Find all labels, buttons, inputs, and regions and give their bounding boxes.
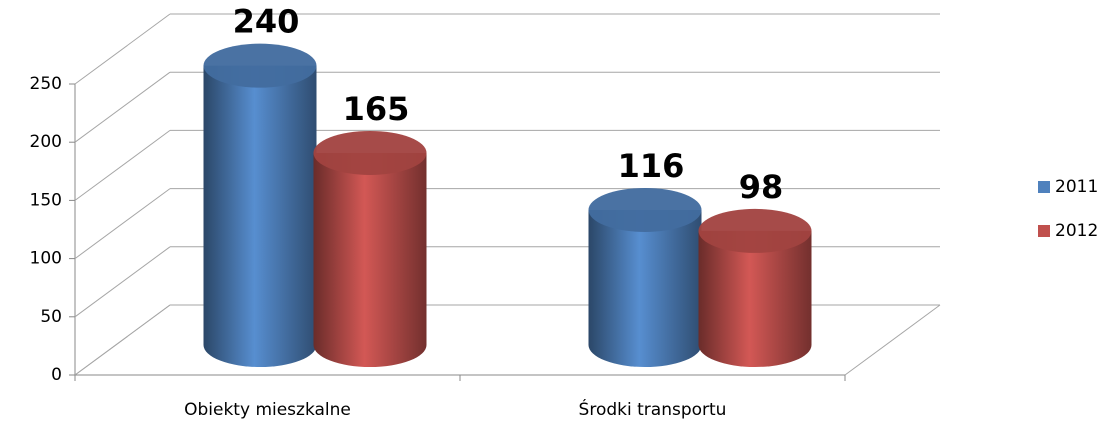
cylinder (698, 208, 812, 368)
y-tick-label: 0 (51, 365, 62, 385)
grid-line (74, 304, 171, 376)
legend-swatch (1038, 225, 1050, 237)
cylinder-top (313, 130, 427, 175)
y-tick-label: 100 (30, 249, 62, 269)
value-label: 240 (233, 3, 300, 41)
grid-line (74, 71, 171, 143)
x-tick-label: Środki transportu (579, 398, 727, 420)
grid-line (74, 246, 171, 318)
cylinder-top-shade (313, 130, 427, 175)
grid-line (74, 188, 171, 260)
y-tick-label: 150 (30, 190, 62, 210)
legend-label: 2011 (1055, 177, 1098, 197)
cylinder-top-shade (588, 187, 702, 232)
cylinder-top-shade (698, 208, 812, 253)
y-tick-label: 50 (40, 307, 62, 327)
cylinder-top (698, 208, 812, 253)
legend-label: 2012 (1055, 221, 1098, 241)
cylinder-body (588, 209, 702, 368)
x-tick-label: Obiekty mieszkalne (184, 400, 351, 420)
grid-line (74, 13, 171, 85)
cylinder-body (203, 65, 317, 368)
cylinder-top (588, 187, 702, 232)
value-label: 165 (343, 90, 410, 128)
cylinder (588, 187, 702, 368)
cylinder-body (313, 152, 427, 368)
value-label: 116 (618, 147, 685, 185)
cylinder-top (203, 43, 317, 88)
cylinder-top-shade (203, 43, 317, 88)
floor-edge (844, 304, 941, 376)
value-label: 98 (739, 168, 784, 206)
y-tick-label: 250 (30, 74, 62, 94)
cylinder (203, 43, 317, 368)
grid-line (74, 129, 171, 201)
y-tick-label: 200 (30, 132, 62, 152)
cylinder-body (698, 230, 812, 368)
cylinder (313, 130, 427, 368)
legend-swatch (1038, 181, 1050, 193)
